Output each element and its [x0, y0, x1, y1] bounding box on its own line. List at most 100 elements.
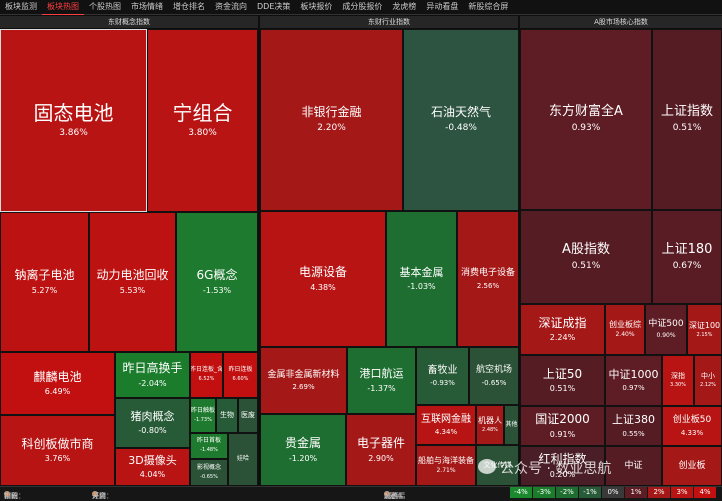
- panel-title-industry: 东财行业指数: [260, 16, 518, 28]
- heatmap-tile-28[interactable]: 互联网金融 4.34%: [416, 405, 476, 445]
- heatmap-tile-36[interactable]: 上证指数 0.51%: [652, 29, 722, 210]
- tile-name: 基本金属: [399, 265, 444, 279]
- color-label: 颜色：: [384, 492, 405, 500]
- float-option-on[interactable]: 开启: [92, 492, 106, 500]
- heatmap-tile-2[interactable]: 宁组合 3.80%: [147, 29, 258, 212]
- area-option-market-cap[interactable]: 市值: [4, 492, 18, 500]
- heatmap-tile-7[interactable]: 昨日高换手 -2.04%: [115, 352, 190, 398]
- heatmap-tile-48[interactable]: 上证380 0.55%: [605, 406, 662, 446]
- heatmap-tile-8[interactable]: 昨日连板_含 6.52%: [190, 352, 223, 398]
- heatmap-tile-26[interactable]: 畜牧业 -0.93%: [416, 347, 469, 405]
- heatmap-tile-43[interactable]: 上证50 0.51%: [520, 355, 605, 406]
- tile-name: 上证50: [542, 366, 583, 381]
- heatmap-tile-19[interactable]: 非银行金融 2.20%: [260, 29, 403, 211]
- heatmap-tile-45[interactable]: 深指 3.30%: [662, 355, 694, 406]
- heatmap-tile-16[interactable]: 昨日首板 -1.48%: [190, 433, 228, 459]
- heatmap-tile-27[interactable]: 航空机场 -0.65%: [469, 347, 519, 405]
- tab-12[interactable]: 新股综合屏: [468, 2, 509, 11]
- heatmap-tile-11[interactable]: 昨日触板 -1.73%: [190, 398, 216, 433]
- color-option-change[interactable]: 涨跌幅: [384, 492, 405, 500]
- tile-name: 深指: [671, 372, 685, 381]
- tile-name: 文化传媒: [483, 461, 512, 470]
- tab-5[interactable]: 增仓排名: [173, 2, 205, 11]
- heatmap-tile-4[interactable]: 动力电池回收 5.53%: [89, 212, 176, 352]
- tab-2[interactable]: 板块热图: [42, 0, 84, 15]
- heatmap-tile-12[interactable]: 生物: [216, 398, 238, 433]
- radio-icon[interactable]: [384, 491, 390, 497]
- heatmap-tile-9[interactable]: 昨日连板 6.60%: [223, 352, 258, 398]
- heatmap-tile-49[interactable]: 创业板50 4.33%: [662, 406, 722, 446]
- tile-name: 船舶与海洋装备: [418, 455, 474, 465]
- heatmap-tile-46[interactable]: 中小 2.12%: [694, 355, 722, 406]
- float-option-off[interactable]: 关闭: [92, 492, 106, 500]
- heatmap-tile-41[interactable]: 中证500 0.90%: [645, 304, 687, 355]
- heatmap-tile-20[interactable]: 石油天然气 -0.48%: [403, 29, 519, 211]
- heatmap-tile-33[interactable]: 船舶与海洋装备 2.71%: [416, 445, 476, 486]
- heatmap-tile-29[interactable]: 机器人 2.48%: [476, 405, 504, 445]
- tile-name: 东方财富全A: [549, 104, 623, 120]
- heatmap-tile-17[interactable]: 影视概念 -0.65%: [190, 459, 228, 486]
- heatmap-tile-15[interactable]: 3D摄像头 4.04%: [115, 448, 190, 486]
- heatmap-tile-22[interactable]: 基本金属 -1.03%: [386, 211, 457, 347]
- tab-11[interactable]: 异动看盘: [426, 2, 459, 11]
- tile-name: 石油天然气: [430, 105, 491, 120]
- heatmap-tile-30[interactable]: 其他: [504, 405, 519, 445]
- tab-4[interactable]: 市场情绪: [131, 2, 163, 11]
- tile-name: 畜牧业: [427, 364, 458, 376]
- tile-change: 2.40%: [615, 331, 635, 339]
- tile-change: 2.90%: [368, 453, 394, 463]
- heatmap-tile-32[interactable]: 电子器件 2.90%: [346, 414, 416, 486]
- heatmap-tile-5[interactable]: 6G概念 -1.53%: [176, 212, 258, 352]
- radio-icon[interactable]: [4, 491, 10, 497]
- tab-6[interactable]: 资金流向: [215, 2, 247, 11]
- tile-name: 宁组合: [172, 101, 233, 126]
- area-label: 面积：: [4, 492, 25, 500]
- watermark: 公众号 · 数业思航: [500, 461, 612, 477]
- heatmap-tile-40[interactable]: 创业板综 2.40%: [605, 304, 645, 355]
- heatmap-tile-34[interactable]: 文化传媒: [476, 445, 519, 486]
- tab-10[interactable]: 龙虎榜: [392, 2, 417, 11]
- heatmap-tile-6[interactable]: 麒麟电池 6.49%: [0, 352, 115, 415]
- tab-8[interactable]: 板块报价: [300, 2, 333, 11]
- legend-swatch: 2%: [648, 487, 670, 498]
- tab-7[interactable]: DDE决策: [257, 2, 291, 11]
- heatmap-tile-47[interactable]: 国证2000 0.91%: [520, 406, 605, 446]
- legend-swatch: -1%: [579, 487, 601, 498]
- area-option-equal[interactable]: 相同: [4, 492, 18, 500]
- tab-1[interactable]: 板块监测: [5, 2, 37, 11]
- heatmap-tile-10[interactable]: 猪肉概念 -0.80%: [115, 398, 190, 448]
- tile-change: 4.33%: [680, 428, 704, 437]
- tile-change: 0.91%: [549, 429, 576, 439]
- tile-change: 0.55%: [622, 429, 645, 438]
- heatmap-tile-44[interactable]: 中证1000 0.97%: [605, 355, 662, 406]
- heatmap-tile-51[interactable]: 中证: [605, 446, 662, 486]
- heatmap-tile-25[interactable]: 港口航运 -1.37%: [347, 347, 416, 414]
- heatmap-tile-14[interactable]: 科创板做市商 3.76%: [0, 415, 115, 486]
- tile-change: -1.53%: [202, 285, 232, 295]
- heatmap-tile-3[interactable]: 钠离子电池 5.27%: [0, 212, 89, 352]
- heatmap-tile-38[interactable]: 上证180 0.67%: [652, 210, 722, 304]
- tile-name: 电源设备: [298, 265, 347, 279]
- heatmap-tile-18[interactable]: 娃哈: [228, 433, 258, 486]
- color-option-5day[interactable]: 5日: [384, 492, 396, 500]
- tab-3[interactable]: 个股热图: [89, 2, 121, 11]
- color-option-5min[interactable]: 5分钟: [384, 492, 403, 500]
- heatmap-tile-13[interactable]: 医废: [238, 398, 258, 433]
- heatmap-tile-52[interactable]: 创业板: [662, 446, 722, 486]
- heatmap-tile-24[interactable]: 金属非金属新材料 2.69%: [260, 347, 347, 414]
- heatmap-tile-50[interactable]: 红利指数 0.20%: [520, 446, 605, 486]
- heatmap-tile-21[interactable]: 电源设备 4.38%: [260, 211, 386, 347]
- radio-icon[interactable]: [92, 491, 98, 497]
- tile-name: 创业板: [678, 460, 706, 471]
- heatmap-tile-42[interactable]: 深证100 2.15%: [687, 304, 722, 355]
- heatmap-tile-39[interactable]: 深证成指 2.24%: [520, 304, 605, 355]
- tile-change: -1.73%: [194, 416, 212, 423]
- heatmap-tile-31[interactable]: 贵金属 -1.20%: [260, 414, 346, 486]
- heatmap-tile-35[interactable]: 东方财富全A 0.93%: [520, 29, 652, 210]
- legend-swatch: -2%: [556, 487, 578, 498]
- heatmap-tile-37[interactable]: A股指数 0.51%: [520, 210, 652, 304]
- heatmap-tile-23[interactable]: 消费电子设备 2.56%: [457, 211, 519, 347]
- tile-name: 中证500: [648, 319, 684, 330]
- heatmap-tile-1[interactable]: 固态电池 3.86%: [0, 29, 147, 212]
- tab-9[interactable]: 成分股报价: [342, 2, 383, 11]
